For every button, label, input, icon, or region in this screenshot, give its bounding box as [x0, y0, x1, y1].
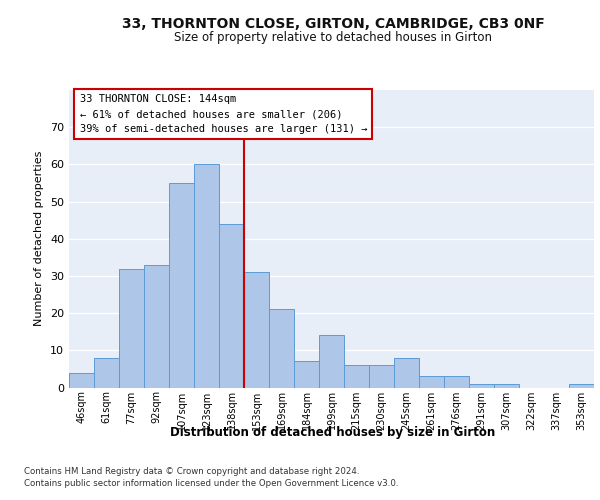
Text: Size of property relative to detached houses in Girton: Size of property relative to detached ho… — [174, 31, 492, 44]
Bar — [144, 265, 169, 388]
Bar — [569, 384, 594, 388]
Bar — [369, 365, 394, 388]
Bar — [419, 376, 444, 388]
Bar — [194, 164, 219, 388]
Bar — [294, 362, 319, 388]
Text: Contains HM Land Registry data © Crown copyright and database right 2024.: Contains HM Land Registry data © Crown c… — [24, 466, 359, 475]
Bar — [394, 358, 419, 388]
Bar — [444, 376, 469, 388]
Y-axis label: Number of detached properties: Number of detached properties — [34, 151, 44, 326]
Text: Contains public sector information licensed under the Open Government Licence v3: Contains public sector information licen… — [24, 480, 398, 488]
Bar — [494, 384, 519, 388]
Bar — [344, 365, 369, 388]
Bar — [94, 358, 119, 388]
Bar — [244, 272, 269, 388]
Bar — [119, 268, 144, 388]
Text: 33 THORNTON CLOSE: 144sqm
← 61% of detached houses are smaller (206)
39% of semi: 33 THORNTON CLOSE: 144sqm ← 61% of detac… — [79, 94, 367, 134]
Bar — [319, 336, 344, 388]
Text: Distribution of detached houses by size in Girton: Distribution of detached houses by size … — [170, 426, 496, 439]
Bar — [219, 224, 244, 388]
Bar — [69, 372, 94, 388]
Bar — [469, 384, 494, 388]
Bar — [269, 310, 294, 388]
Text: 33, THORNTON CLOSE, GIRTON, CAMBRIDGE, CB3 0NF: 33, THORNTON CLOSE, GIRTON, CAMBRIDGE, C… — [122, 18, 544, 32]
Bar — [169, 183, 194, 388]
